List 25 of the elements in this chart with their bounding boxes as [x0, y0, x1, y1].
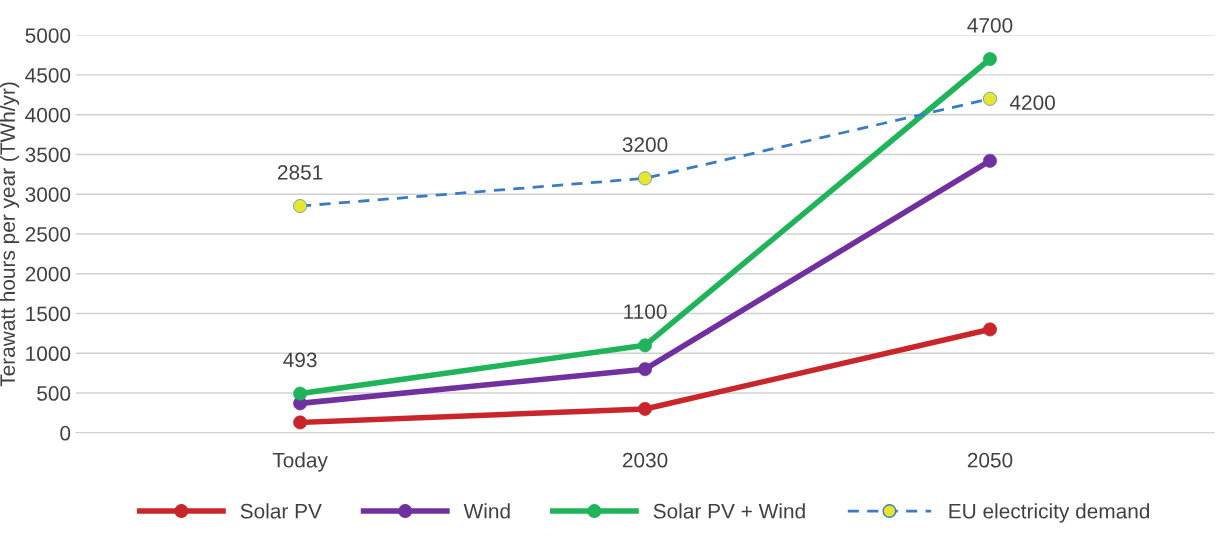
legend-label: Wind: [463, 503, 510, 519]
y-tick-label: 1500: [26, 306, 71, 322]
y-tick-label: 4500: [25, 67, 71, 83]
y-tick-label: 500: [37, 386, 71, 401]
x-tick-label: 2050: [967, 452, 1013, 468]
data-label: 4200: [1009, 95, 1055, 110]
y-tick-label: 2500: [25, 226, 71, 242]
y-tick-label: 3500: [25, 147, 71, 163]
data-label: 3200: [622, 137, 668, 152]
data-label: 4700: [967, 17, 1013, 33]
legend-label: Solar PV: [240, 503, 322, 519]
data-label: 1100: [624, 304, 667, 319]
y-tick-label: 5000: [25, 28, 71, 43]
data-label: 2851: [277, 164, 323, 180]
legend-label: Solar PV + Wind: [653, 503, 805, 519]
y-tick-label: 4000: [25, 107, 71, 123]
y-tick-label: 3000: [25, 187, 71, 202]
x-tick-label: 2030: [622, 452, 668, 468]
y-tick-label: 0: [60, 425, 71, 441]
y-tick-label: 2000: [25, 266, 71, 282]
legend-label: EU electricity demand: [949, 503, 1150, 523]
y-tick-label: 1000: [26, 346, 71, 362]
data-label: 493: [283, 352, 317, 368]
y-axis-title: Terawatt hours per year (TWh/yr): [0, 82, 20, 387]
x-tick-label: Today: [272, 452, 328, 472]
